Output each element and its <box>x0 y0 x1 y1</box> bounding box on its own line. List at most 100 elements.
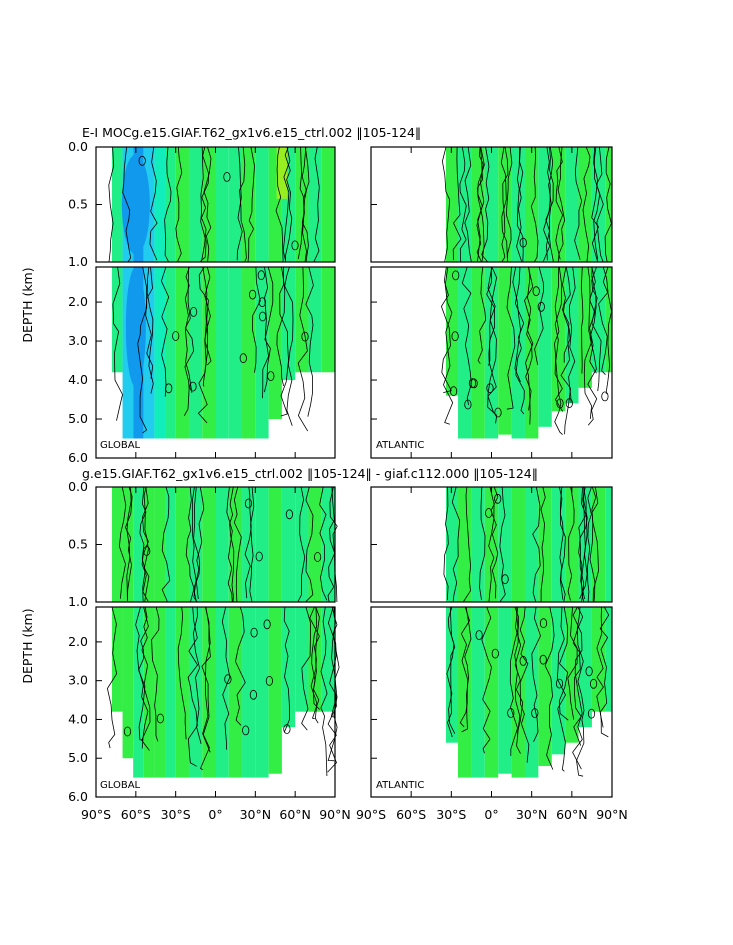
contour-line-top-atlantic <box>461 266 472 406</box>
field-cell-upper-bottom-global <box>202 487 216 602</box>
contour-label-bottom-global <box>123 726 132 737</box>
contour-line-top-atlantic <box>441 146 451 263</box>
x-tick-label-atlantic: 60°N <box>556 807 588 822</box>
contour-line-top-atlantic <box>560 266 572 435</box>
field-cell-lower-bottom-global <box>165 607 176 778</box>
field-cell-lower-top-global <box>215 267 229 439</box>
contour-line-top-global <box>164 146 172 263</box>
y-tick-label-bottom-global: 0.0 <box>68 479 88 494</box>
contour-line-top-atlantic <box>604 146 612 263</box>
contour-label-top-global <box>165 383 173 394</box>
field-cell-lower-bottom-atlantic <box>538 607 552 766</box>
contour-line-top-atlantic <box>464 146 472 263</box>
contour-line-bottom-atlantic <box>443 486 449 601</box>
contour-label-top-global <box>172 331 180 341</box>
field-cell-lower-bottom-global <box>154 607 166 778</box>
contour-line-top-atlantic <box>452 146 462 261</box>
y-tick-label-bottom-global: 2.0 <box>68 634 88 649</box>
field-cell-lower-top-atlantic <box>605 267 612 373</box>
contour-line-top-global <box>145 266 154 379</box>
contour-line-bottom-atlantic <box>479 486 486 600</box>
contour-line-top-atlantic <box>476 146 485 263</box>
contour-label-top-atlantic <box>486 383 494 394</box>
contour-label-top-atlantic <box>537 301 545 312</box>
field-cell-lower-top-global <box>242 267 256 439</box>
contour-label-bottom-atlantic <box>519 656 527 666</box>
field-cell-upper-bottom-atlantic <box>471 487 485 602</box>
field-cell-lower-bottom-atlantic <box>498 607 512 774</box>
contour-line-top-global <box>122 146 132 263</box>
contour-line-bottom-global <box>126 486 132 600</box>
field-cell-upper-bottom-global <box>255 487 269 602</box>
contour-line-top-atlantic <box>506 266 516 410</box>
contour-line-top-atlantic <box>555 146 564 260</box>
contour-line-top-atlantic <box>486 266 496 366</box>
contour-line-bottom-global <box>235 606 246 726</box>
contour-line-bottom-atlantic <box>532 486 541 603</box>
contour-line-bottom-global <box>161 486 171 603</box>
field-cell-upper-bottom-global <box>175 487 189 602</box>
contour-line-bottom-global <box>138 606 149 749</box>
contour-label-top-atlantic <box>494 407 502 418</box>
field-cell-lower-bottom-atlantic <box>605 607 612 712</box>
contour-line-bottom-atlantic <box>481 606 492 754</box>
contour-label-bottom-global <box>224 674 232 685</box>
x-tick-label-atlantic: 30°S <box>436 807 466 822</box>
contour-line-bottom-atlantic <box>572 606 584 746</box>
contour-label-bottom-atlantic <box>585 666 593 677</box>
contour-line-bottom-global <box>151 606 160 742</box>
x-tick-label-atlantic: 30°N <box>516 807 548 822</box>
field-cell-upper-bottom-atlantic <box>591 487 606 602</box>
x-tick-label-global: 90°S <box>81 807 111 822</box>
field-cell-lower-top-global <box>188 267 203 439</box>
contour-line-bottom-global <box>177 606 187 740</box>
contour-line-top-global <box>264 266 274 393</box>
field-cell-upper-top-atlantic <box>565 147 579 262</box>
contour-line-top-atlantic <box>591 146 599 263</box>
field-cell-lower-top-atlantic <box>538 267 552 427</box>
field-cell-upper-top-atlantic <box>578 147 592 262</box>
field-cell-upper-top-global <box>188 147 203 262</box>
contour-line-top-atlantic <box>574 146 583 260</box>
contour-line-bottom-global <box>226 486 233 603</box>
contour-label-bottom-atlantic <box>501 574 509 585</box>
contour-line-bottom-atlantic <box>587 486 592 603</box>
contour-label-bottom-atlantic <box>494 493 502 504</box>
field-cell-upper-bottom-global <box>281 487 296 602</box>
contour-line-bottom-atlantic <box>519 606 530 763</box>
contour-line-bottom-global <box>195 486 205 600</box>
field-cell-lower-bottom-global <box>143 607 155 778</box>
contour-line-top-atlantic <box>580 266 584 374</box>
field-cell-upper-bottom-atlantic <box>565 487 579 602</box>
y-tick-label-top-global: 6.0 <box>68 450 88 465</box>
contour-label-bottom-global <box>285 509 293 520</box>
contour-line-top-atlantic <box>589 266 597 374</box>
field-cell-lower-top-global <box>308 267 322 373</box>
contour-line-top-atlantic <box>583 266 593 419</box>
contour-label-top-global <box>258 311 267 322</box>
contour-line-bottom-global <box>319 486 328 601</box>
contour-label-bottom-atlantic <box>539 654 547 665</box>
field-cell-upper-bottom-global <box>308 487 322 602</box>
contour-line-bottom-global <box>141 606 151 751</box>
field-cell-lower-bottom-global <box>215 607 229 778</box>
field-cell-lower-top-global <box>228 267 243 439</box>
contour-line-top-atlantic <box>598 266 609 375</box>
contour-line-bottom-atlantic <box>589 486 597 603</box>
contour-line-bottom-atlantic <box>579 486 588 600</box>
contour-line-top-global <box>236 146 243 261</box>
contour-label-top-global <box>249 289 257 300</box>
contour-line-bottom-global <box>244 486 252 599</box>
contour-line-top-atlantic <box>595 146 604 263</box>
contour-line-top-atlantic <box>557 146 566 263</box>
x-tick-label-atlantic: 60°S <box>396 807 426 822</box>
x-tick-label-global: 30°S <box>161 807 191 822</box>
x-tick-label-global: 90°N <box>319 807 351 822</box>
contour-label-bottom-global <box>250 627 258 638</box>
x-tick-label-global: 60°N <box>279 807 311 822</box>
contour-line-top-atlantic <box>487 266 498 424</box>
field-cell-yellow-top-global <box>276 147 288 199</box>
contour-line-top-atlantic <box>440 266 452 393</box>
field-cell-lower-top-global <box>143 267 155 439</box>
contour-label-bottom-atlantic <box>539 618 548 629</box>
